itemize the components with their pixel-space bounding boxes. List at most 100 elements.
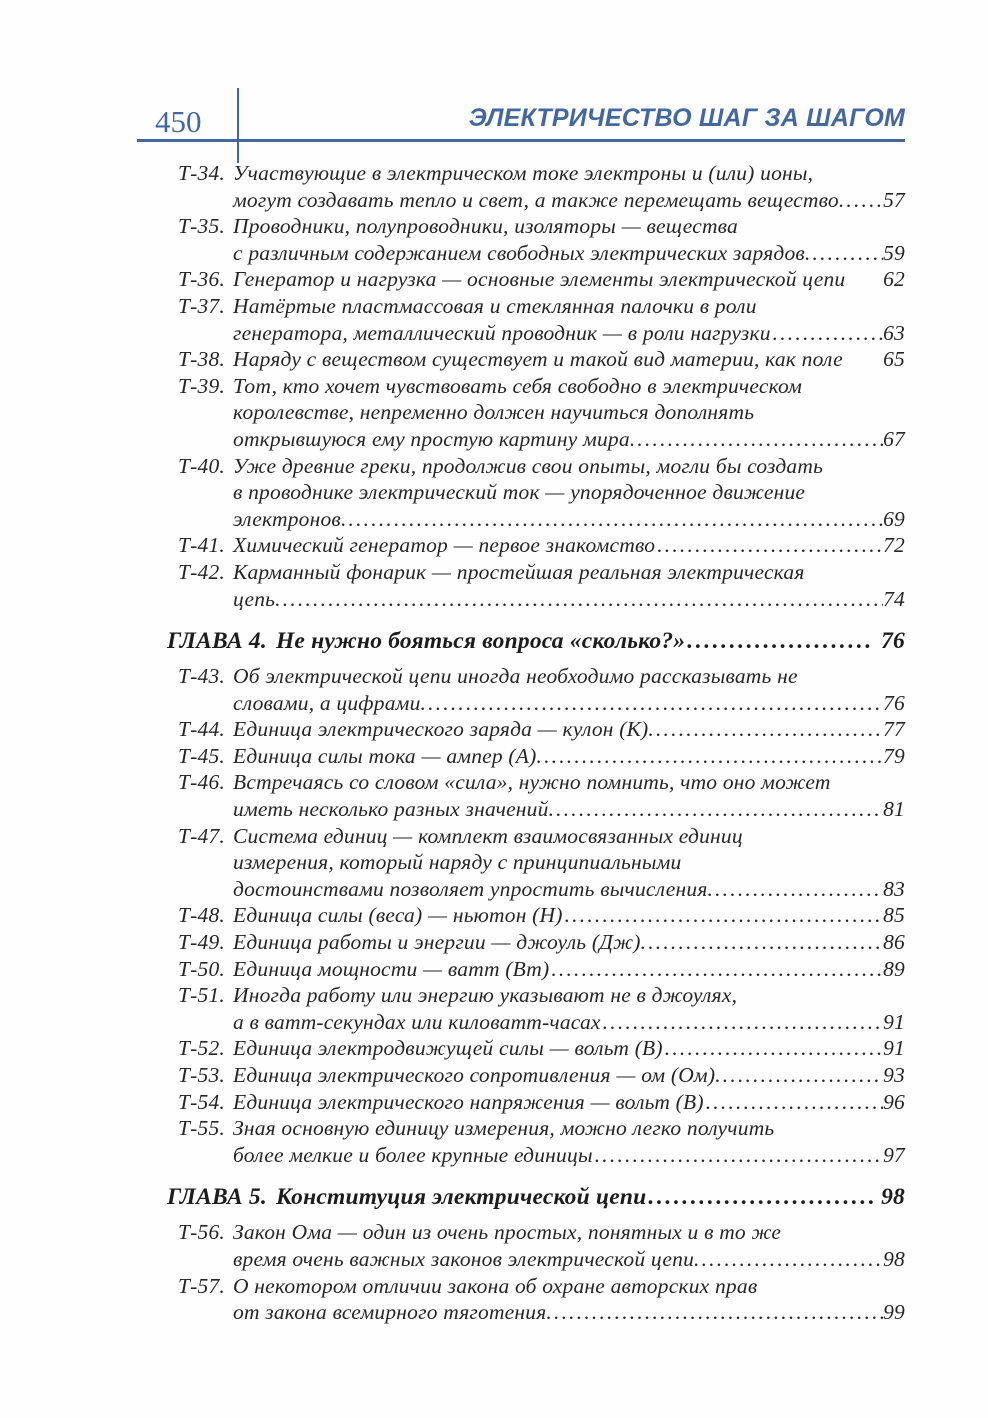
dot-leader: ........................................… bbox=[428, 690, 883, 715]
toc-entry: Т-52. Единица электродвижущей силы — воль… bbox=[167, 1035, 905, 1062]
entry-text: могут создавать тепло и свет, а также пе… bbox=[233, 187, 845, 212]
toc-entry-line: Т-39. Тот, кто хочет чувствовать себя сво… bbox=[178, 373, 905, 400]
entry-page-number: 72 bbox=[883, 533, 905, 558]
entry-text: королевстве, непременно должен научиться… bbox=[233, 400, 755, 425]
toc-entry-line: Т-54. Единица электрического напряжения —… bbox=[178, 1089, 905, 1116]
toc-entry: Т-44. Единица электрического заряда — кул… bbox=[167, 716, 905, 743]
toc-entry: Т-35. Проводники, полупроводники, изолято… bbox=[167, 213, 905, 266]
entry-text: открывшуюся ему простую картину мира. bbox=[233, 426, 636, 451]
entry-label: Т-53. bbox=[178, 1063, 225, 1087]
dot-leader: ........................................… bbox=[594, 1142, 883, 1167]
chapter-label: ГЛАВА 5. bbox=[167, 1184, 267, 1211]
entry-text: время очень важных законов электрической… bbox=[233, 1246, 700, 1271]
entry-text: Единица работы и энергии — джоуль (Дж). bbox=[233, 930, 647, 955]
dot-leader: ........................................… bbox=[772, 320, 883, 345]
toc-entry-line: а в ватт-секундах или киловатт-часах....… bbox=[178, 1009, 905, 1036]
entry-text: Закон Ома — один из очень простых, понят… bbox=[233, 1220, 782, 1245]
toc-entry-line: Т-35. Проводники, полупроводники, изолято… bbox=[178, 213, 905, 240]
dot-leader: ........................................… bbox=[655, 717, 884, 742]
entry-label: Т-34. bbox=[178, 161, 225, 185]
entry-page-number: 83 bbox=[883, 876, 905, 901]
toc-entry-line: Т-40. Уже древние греки, продолжив свои о… bbox=[178, 453, 905, 480]
toc-entry-line: в проводнике электрический ток — упорядо… bbox=[178, 479, 905, 506]
toc-entry-line: Т-43. Об электрической цепи иногда необхо… bbox=[178, 663, 905, 690]
toc-entry: Т-47. Система единиц — комплект взаимосвя… bbox=[167, 823, 905, 903]
header-vertical-rule bbox=[237, 88, 239, 163]
toc-entry-line: измерения, который наряду с принципиальн… bbox=[178, 849, 905, 876]
toc-entry: Т-53. Единица электрического сопротивлени… bbox=[167, 1062, 905, 1089]
toc-entry-line: генератора, металлический проводник — в … bbox=[178, 320, 905, 347]
header-horizontal-rule bbox=[137, 139, 905, 142]
toc-entry-line: Т-37. Натёртые пластмассовая и стеклянная… bbox=[178, 293, 905, 320]
entry-label: Т-43. bbox=[178, 664, 225, 689]
entry-text: Карманный фонарик — простейшая реальная … bbox=[233, 559, 805, 584]
entry-page-number: 96 bbox=[883, 1089, 905, 1114]
entry-text: Единица силы тока — ампер (А). bbox=[233, 743, 543, 768]
dot-leader: ........................................… bbox=[348, 506, 884, 531]
entry-label: Т-36. bbox=[178, 267, 225, 292]
entry-text: Тот, кто хочет чувствовать себя свободно… bbox=[233, 373, 803, 398]
entry-text: Единица электрического заряда — кулон (К… bbox=[233, 717, 654, 742]
entry-label: Т-45. bbox=[178, 743, 225, 768]
toc-entry-line: Т-46. Встречаясь со словом «сила», нужно … bbox=[178, 769, 905, 796]
entry-label: Т-52. bbox=[178, 1036, 225, 1061]
toc-entry-line: Т-42. Карманный фонарик — простейшая реал… bbox=[178, 559, 905, 586]
toc-entry-line: Т-56. Закон Ома — один из очень простых, … bbox=[178, 1219, 905, 1246]
entry-text: от закона всемирного тяготения. bbox=[233, 1300, 553, 1325]
entry-label: Т-38. bbox=[178, 347, 225, 372]
toc-entry-line: более мелкие и более крупные единицы....… bbox=[178, 1142, 905, 1169]
entry-text: в проводнике электрический ток — упорядо… bbox=[233, 480, 806, 505]
entry-text: Единица мощности — ватт (Вт) bbox=[233, 956, 550, 981]
toc-entry-line: Т-38. Наряду с веществом существует и так… bbox=[178, 346, 905, 373]
dot-leader: ........................................… bbox=[554, 1300, 883, 1325]
entry-label: Т-50. bbox=[178, 956, 225, 981]
entry-text: Об электрической цепи иногда необходимо … bbox=[233, 664, 798, 689]
toc-entry: Т-40. Уже древние греки, продолжив свои о… bbox=[167, 453, 905, 533]
toc-entry-line: словами, а цифрами......................… bbox=[178, 690, 905, 717]
entry-page-number: 86 bbox=[883, 930, 905, 955]
entry-page-number: 81 bbox=[883, 797, 905, 822]
toc-entry-line: Т-49. Единица работы и энергии — джоуль (… bbox=[178, 929, 905, 956]
entry-text: с различным содержанием свободных электр… bbox=[233, 240, 811, 265]
dot-leader: ........................................… bbox=[564, 903, 883, 928]
toc-entry-line: могут создавать тепло и свет, а также пе… bbox=[178, 187, 905, 214]
toc-entry-line: от закона всемирного тяготения..........… bbox=[178, 1299, 905, 1326]
toc-entry: Т-55. Зная основную единицу измерения, мо… bbox=[167, 1115, 905, 1168]
entry-text: Иногда работу или энергию указывают не в… bbox=[233, 983, 738, 1008]
toc-entry: Т-57. О некотором отличии закона об охран… bbox=[167, 1273, 905, 1326]
entry-page-number: 89 bbox=[883, 956, 905, 981]
entry-page-number: 91 bbox=[883, 1036, 905, 1061]
entry-label: Т-39. bbox=[178, 373, 225, 398]
dot-leader: ........................................… bbox=[637, 426, 883, 451]
entry-label: Т-42. bbox=[178, 559, 225, 584]
dot-leader: ........................................… bbox=[846, 187, 883, 212]
entry-text: Химический генератор — первое знакомство bbox=[233, 533, 656, 558]
entry-label: Т-35. bbox=[178, 214, 225, 239]
toc-chapter: ГЛАВА 4. Не нужно бояться вопроса «скольк… bbox=[167, 625, 905, 657]
toc-entry-line: Т-52. Единица электродвижущей силы — воль… bbox=[178, 1035, 905, 1062]
toc-entry: Т-45. Единица силы тока — ампер (А)......… bbox=[167, 743, 905, 770]
toc-entry: Т-56. Закон Ома — один из очень простых, … bbox=[167, 1219, 905, 1272]
chapter-page-number: 76 bbox=[881, 628, 905, 655]
toc-entry-line: Т-47. Система единиц — комплект взаимосвя… bbox=[178, 823, 905, 850]
toc-entry-line: открывшуюся ему простую картину мира....… bbox=[178, 426, 905, 453]
toc-entry-line: Т-44. Единица электрического заряда — кул… bbox=[178, 716, 905, 743]
toc-entry-line: Т-45. Единица силы тока — ампер (А)......… bbox=[178, 743, 905, 770]
entry-text: О некотором отличии закона об охране авт… bbox=[233, 1273, 758, 1298]
dot-leader: ........................................… bbox=[648, 1184, 875, 1211]
toc-entry-line: Т-48. Единица силы (веса) — ньютон (Н)...… bbox=[178, 902, 905, 929]
toc-entry-line: электронов..............................… bbox=[178, 506, 905, 533]
entry-text: цепь. bbox=[233, 586, 281, 611]
toc-entry: Т-54. Единица электрического напряжения —… bbox=[167, 1089, 905, 1116]
entry-page-number: 79 bbox=[883, 743, 905, 768]
entry-text: Единица электрического сопротивления — о… bbox=[233, 1063, 721, 1087]
entry-page-number: 63 bbox=[883, 320, 905, 345]
entry-label: Т-56. bbox=[178, 1220, 225, 1245]
toc-entry-line: королевстве, непременно должен научиться… bbox=[178, 399, 905, 426]
entry-label: Т-41. bbox=[178, 533, 225, 558]
toc-entry: Т-49. Единица работы и энергии — джоуль (… bbox=[167, 929, 905, 956]
page-number: 450 bbox=[155, 104, 202, 139]
entry-label: Т-40. bbox=[178, 453, 225, 478]
book-title: ЭЛЕКТРИЧЕСТВО ШАГ ЗА ШАГОМ bbox=[468, 104, 905, 132]
